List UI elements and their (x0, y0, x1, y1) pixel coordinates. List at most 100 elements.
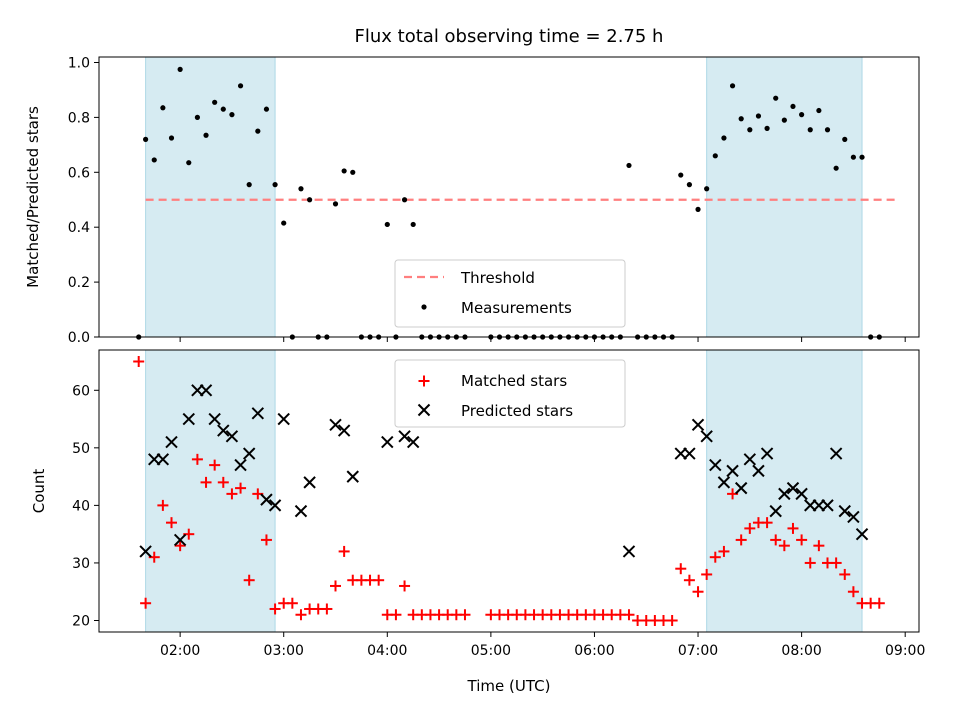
predicted-star-point (182, 412, 195, 426)
measurement-point (186, 160, 192, 166)
matched-star-point (623, 609, 635, 621)
measurement-point (678, 172, 684, 178)
top-panel: 0.0 0.2 0.4 0.6 0.8 1.0 Matched/Predicted sta… (24, 55, 920, 346)
measurement-point (255, 128, 261, 134)
matched-star-point (174, 540, 186, 552)
matched-star-point (166, 517, 178, 529)
matched-star-point (157, 499, 169, 511)
top-legend-box (394, 259, 626, 328)
predicted-star-point (709, 458, 722, 472)
measurement-point (721, 135, 727, 141)
measurement-point (626, 162, 632, 169)
bottom-panel: 20 30 40 50 60 02:00 03:00 04:00 05:00 06:00 07:0… (30, 349, 925, 695)
measurement-point (401, 197, 408, 203)
legend-threshold-label: Threshold (460, 269, 535, 287)
matched-star-point (399, 580, 411, 592)
measurement-point (229, 112, 235, 118)
predicted-star-point (700, 430, 713, 443)
measurement-point (850, 154, 857, 160)
matched-star-point (709, 551, 721, 563)
matched-star-point (235, 482, 247, 494)
y-tick-label: 60 (72, 383, 90, 399)
matched-star-point (140, 597, 152, 609)
measurement-point (203, 132, 209, 138)
measurement-point (764, 125, 770, 131)
measurement-point (704, 186, 710, 192)
matched-star-point (692, 586, 704, 598)
predicted-stars-points (139, 384, 869, 558)
predicted-star-point (829, 447, 843, 460)
matched-star-point (200, 476, 212, 488)
predicted-star-point (398, 430, 411, 443)
matched-star-point (321, 603, 333, 615)
measurement-point (781, 117, 787, 123)
measurement-point (799, 112, 805, 118)
matched-star-point (666, 614, 678, 626)
matched-star-point (675, 563, 687, 575)
measurement-point (332, 201, 339, 207)
measurement-point (194, 114, 200, 120)
matched-star-point (744, 522, 756, 534)
predicted-star-point (734, 481, 748, 495)
x-tick-label: 05:00 (471, 643, 511, 659)
measurement-point (212, 99, 218, 105)
measurement-point (168, 135, 175, 141)
matched-star-point (217, 476, 229, 488)
predicted-star-point (329, 418, 342, 432)
x-tick-label: 09:00 (885, 643, 925, 659)
matched-star-point (701, 568, 713, 580)
predicted-star-point (769, 504, 782, 518)
predicted-star-point (268, 499, 282, 512)
predicted-star-point (786, 481, 800, 495)
matched-star-point (813, 540, 825, 552)
matched-star-point (226, 488, 238, 500)
chart-title: Flux total observing time = 2.75 h (355, 26, 664, 47)
predicted-star-point (717, 476, 731, 489)
matched-star-point (243, 574, 255, 586)
y-tick-label: 40 (72, 498, 90, 514)
measurement-point (143, 136, 149, 142)
x-tick-label: 07:00 (678, 643, 718, 659)
predicted-star-point (217, 424, 230, 437)
bottom-x-axis-ticks: 02:00 03:00 04:00 05:00 06:00 07:00 08:00 09:00 (160, 632, 925, 659)
shaded-interval-1 (145, 349, 276, 633)
top-legend: Threshold Measurements (394, 259, 626, 328)
shaded-interval-2 (706, 56, 863, 338)
measurement-point (350, 169, 356, 175)
predicted-star-point (294, 504, 308, 518)
matched-star-point (260, 534, 272, 546)
measurement-point (220, 106, 226, 112)
measurement-point (747, 127, 753, 133)
predicted-star-point (622, 545, 636, 558)
bottom-plot-frame (98, 349, 920, 633)
matched-star-point (330, 580, 342, 592)
y-tick-label: 0.4 (68, 220, 90, 236)
measurement-point (859, 154, 865, 160)
measurement-point (816, 107, 822, 114)
measurement-point (833, 165, 839, 171)
predicted-star-point (173, 533, 187, 547)
measurement-point (790, 103, 796, 110)
bottom-legend-box (394, 359, 626, 428)
measurement-point (160, 105, 166, 111)
shaded-interval-1 (145, 56, 276, 338)
y-tick-label: 0.8 (68, 110, 90, 126)
matched-star-point (770, 534, 782, 546)
measurement-point (272, 182, 278, 188)
predicted-star-point (683, 447, 696, 460)
predicted-star-point (847, 510, 860, 524)
measurement-point (246, 182, 252, 188)
matched-star-point (390, 609, 402, 621)
y-tick-label: 0.2 (68, 275, 90, 291)
measurement-point (695, 206, 701, 212)
measurement-point (307, 197, 313, 203)
predicted-star-point (277, 412, 290, 426)
matched-star-point (804, 557, 816, 569)
predicted-star-point (838, 504, 851, 518)
measurement-points (136, 66, 882, 340)
bottom-legend: Matched stars Predicted stars (394, 359, 626, 428)
predicted-star-point (251, 407, 265, 420)
matched-star-point (839, 568, 851, 580)
predicted-star-point (778, 487, 791, 501)
